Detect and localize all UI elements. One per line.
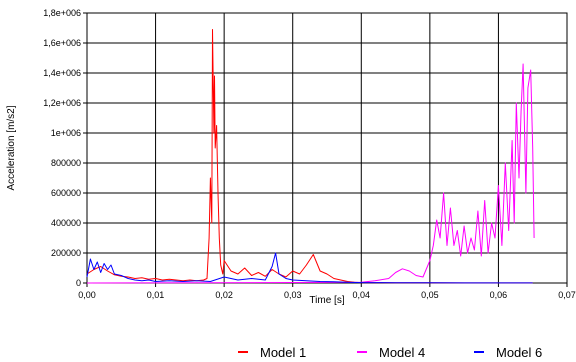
- y-tick-labels: 0 200000 400000 600000 800000 1e+006 1,2e+006 1…: [43, 8, 81, 288]
- y-tick-label: 1,8e+006: [43, 8, 81, 18]
- y-axis-label: Acceleration [m/s2]: [6, 105, 17, 190]
- y-tick-label: 600000: [51, 188, 81, 198]
- series-line-model-6: [86, 252, 533, 284]
- legend: Model 1 Model 4 Model 6: [238, 345, 542, 360]
- y-tick-label: 1,4e+006: [43, 68, 81, 78]
- x-tick-label: 0,06: [490, 290, 508, 300]
- x-tick-label: 0,01: [147, 290, 165, 300]
- x-tick-label: 0,05: [421, 290, 439, 300]
- series-line-model-1: [86, 29, 533, 284]
- y-tick-label: 1,2e+006: [43, 98, 81, 108]
- legend-label: Model 1: [260, 345, 306, 360]
- y-tick-label: 800000: [51, 158, 81, 168]
- y-tick-label: 0: [76, 278, 81, 288]
- x-axis-label: Time [s]: [309, 295, 344, 306]
- y-tick-label: 200000: [51, 248, 81, 258]
- x-tick-labels: 0,00 0,01 0,02 0,03 0,04 0,05 0,06 0,07: [78, 290, 576, 300]
- y-tick-label: 400000: [51, 218, 81, 228]
- x-tick-label: 0,07: [558, 290, 576, 300]
- series-line-model-4: [86, 63, 535, 284]
- grid: [83, 12, 568, 287]
- y-tick-label: 1,6e+006: [43, 38, 81, 48]
- y-tick-label: 1e+006: [51, 128, 81, 138]
- series-group: [86, 29, 535, 284]
- plot-area: [86, 12, 568, 284]
- legend-label: Model 6: [496, 345, 542, 360]
- x-tick-label: 0,03: [284, 290, 302, 300]
- x-tick-label: 0,04: [353, 290, 371, 300]
- x-tick-label: 0,00: [78, 290, 96, 300]
- x-tick-label: 0,02: [215, 290, 233, 300]
- legend-label: Model 4: [379, 345, 425, 360]
